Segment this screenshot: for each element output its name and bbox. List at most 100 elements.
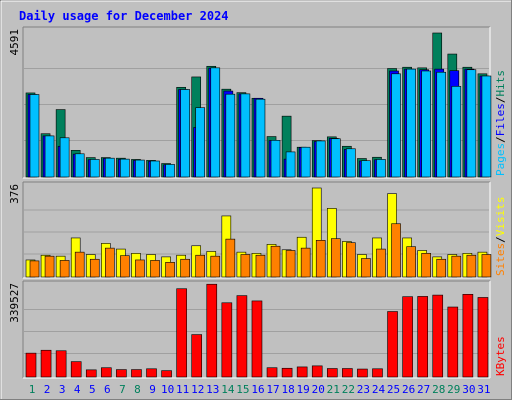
- day-label-2: 2: [44, 383, 51, 396]
- day-label-27: 27: [417, 383, 430, 396]
- bar-pages-day-8: [135, 159, 145, 178]
- bar-pages-day-14: [225, 93, 236, 178]
- bar-kbytes-day-6: [101, 367, 112, 378]
- bar-pages-day-10: [165, 164, 175, 178]
- day-label-5: 5: [89, 383, 96, 396]
- day-label-1: 1: [29, 383, 36, 396]
- bar-sites-day-16: [255, 254, 266, 278]
- bar-sites-day-12: [195, 254, 206, 278]
- day-label-26: 26: [402, 383, 415, 396]
- chart-title: Daily usage for December 2024: [19, 9, 229, 23]
- bar-sites-day-24: [376, 248, 386, 278]
- bar-kbytes-day-18: [281, 367, 293, 378]
- bar-sites-day-5: [89, 258, 100, 278]
- day-label-23: 23: [357, 383, 370, 396]
- bar-sites-day-9: [150, 260, 160, 278]
- bar-pages-day-6: [105, 157, 115, 178]
- bar-pages-day-27: [421, 70, 431, 178]
- bar-pages-day-25: [391, 73, 401, 178]
- bar-pages-day-31: [481, 75, 492, 178]
- bar-kbytes-day-4: [70, 361, 82, 378]
- bar-kbytes-day-21: [326, 368, 338, 378]
- day-label-29: 29: [447, 383, 460, 396]
- day-label-21: 21: [327, 383, 340, 396]
- bar-kbytes-day-2: [40, 349, 52, 378]
- bar-kbytes-day-10: [161, 370, 172, 378]
- bar-kbytes-day-24: [372, 368, 383, 378]
- legend-part-sep: /: [494, 236, 507, 243]
- max-label-visits: 376: [8, 184, 21, 204]
- bar-sites-day-17: [270, 245, 281, 278]
- bar-sites-day-13: [210, 255, 221, 278]
- day-label-4: 4: [74, 383, 81, 396]
- bar-sites-day-22: [346, 242, 356, 278]
- day-axis: 1 2 3 4 5 6 7 8 9 10 11 12 13 14 15 16 17 18 19 20 21 22 23 24 2…: [29, 383, 491, 396]
- panel-kbytes: 339527 KBytes: [8, 280, 507, 379]
- legend-part-hits: Hits: [494, 70, 507, 97]
- day-label-10: 10: [161, 383, 174, 396]
- bar-pages-day-7: [120, 158, 130, 178]
- day-label-3: 3: [59, 383, 66, 396]
- day-label-25: 25: [387, 383, 400, 396]
- bar-kbytes-day-12: [191, 334, 203, 378]
- bar-pages-day-29: [451, 86, 462, 178]
- max-label-kbytes: 339527: [8, 283, 21, 323]
- bar-pages-day-15: [240, 93, 251, 178]
- bar-sites-day-20: [315, 240, 326, 278]
- legend-part-files: Files: [494, 103, 507, 136]
- legend-label-visits: Sites/Visits: [494, 197, 507, 277]
- bar-pages-day-19: [300, 146, 311, 178]
- bar-kbytes-day-20: [311, 365, 323, 378]
- legend-part-sep: /: [494, 136, 507, 143]
- day-label-8: 8: [134, 383, 141, 396]
- bar-kbytes-day-3: [55, 350, 67, 378]
- day-label-19: 19: [297, 383, 310, 396]
- bar-kbytes-day-1: [25, 352, 37, 378]
- bar-sites-day-6: [105, 247, 115, 278]
- bar-kbytes-day-25: [387, 311, 398, 378]
- legend-label-hits: Pages/Files/Hits: [494, 70, 507, 176]
- bar-pages-day-12: [195, 107, 206, 178]
- bar-pages-day-23: [361, 160, 371, 178]
- bar-kbytes-day-23: [357, 368, 368, 378]
- bar-kbytes-day-8: [131, 369, 142, 378]
- day-label-24: 24: [372, 383, 386, 396]
- day-label-16: 16: [251, 383, 264, 396]
- bar-sites-day-19: [300, 247, 311, 278]
- bar-kbytes-day-13: [206, 283, 218, 378]
- bar-kbytes-day-17: [266, 367, 278, 378]
- legend-part-pages: Pages: [494, 143, 507, 176]
- day-label-17: 17: [266, 383, 279, 396]
- bar-pages-day-5: [89, 159, 100, 178]
- day-label-30: 30: [462, 383, 475, 396]
- bar-pages-day-2: [44, 135, 55, 178]
- legend-part-visits: Visits: [494, 197, 507, 237]
- bar-sites-day-21: [330, 238, 341, 278]
- legend-part-kbytes: KBytes: [494, 336, 507, 376]
- bar-pages-day-21: [330, 138, 341, 178]
- day-label-12: 12: [191, 383, 204, 396]
- bar-sites-day-15: [240, 254, 251, 278]
- day-label-9: 9: [149, 383, 156, 396]
- bar-sites-day-14: [225, 238, 236, 278]
- bar-pages-day-18: [285, 151, 296, 178]
- bar-pages-day-30: [466, 69, 477, 178]
- bar-pages-day-9: [150, 160, 160, 178]
- bar-kbytes-day-26: [402, 296, 413, 378]
- bar-sites-day-26: [406, 246, 416, 278]
- bar-pages-day-4: [74, 153, 85, 178]
- bar-sites-day-1: [29, 260, 40, 278]
- bar-pages-day-11: [180, 89, 190, 178]
- bar-sites-day-11: [180, 258, 190, 278]
- bar-pages-day-28: [436, 71, 447, 178]
- bar-kbytes-day-27: [417, 296, 428, 378]
- bar-pages-day-20: [315, 140, 326, 178]
- bar-kbytes-day-14: [221, 302, 233, 378]
- bar-kbytes-day-19: [296, 366, 308, 378]
- day-label-6: 6: [104, 383, 111, 396]
- bar-sites-day-29: [451, 255, 462, 278]
- bar-pages-day-22: [346, 148, 356, 178]
- bar-pages-day-16: [255, 98, 266, 178]
- bar-pages-day-3: [59, 137, 70, 178]
